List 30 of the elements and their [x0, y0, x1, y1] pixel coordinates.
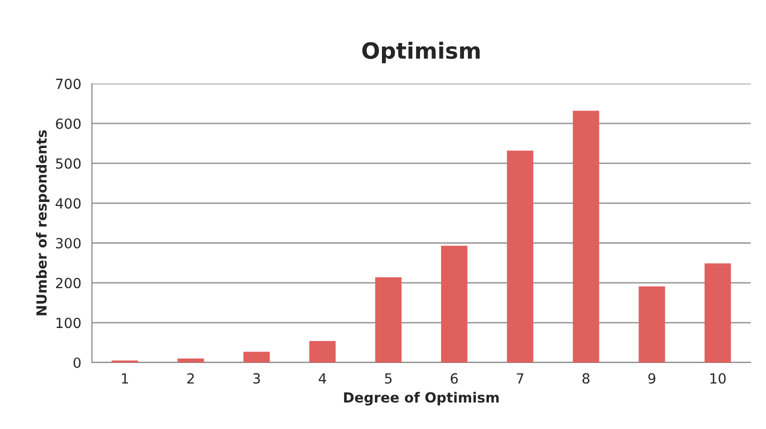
x-tick-label: 4: [318, 373, 326, 384]
y-tick-label: 600: [56, 118, 81, 129]
x-axis-title: Degree of Optimism: [344, 392, 499, 406]
y-tick-label: 300: [56, 238, 81, 248]
y-tick-label: 200: [56, 278, 81, 288]
y-tick-label: 400: [56, 198, 81, 209]
x-tick-label: 5: [385, 373, 392, 384]
y-tick-label: 0: [74, 357, 81, 368]
x-tick-label: 9: [648, 373, 656, 384]
x-tick-label: 2: [187, 373, 194, 384]
bar: [178, 358, 204, 363]
x-tick-label: 8: [582, 373, 590, 384]
y-tick-label: 100: [56, 318, 81, 328]
x-tick-label: 1: [122, 373, 128, 384]
bar: [704, 263, 731, 363]
bar: [309, 340, 336, 363]
bar: [572, 110, 600, 363]
x-tick-label: 6: [450, 373, 458, 384]
x-tick-label: 7: [516, 373, 524, 384]
bar: [243, 352, 270, 363]
x-tick-label: 3: [253, 373, 260, 384]
y-tick-label: 500: [56, 158, 81, 169]
chart-title: Optimism: [362, 42, 480, 64]
bar: [375, 277, 402, 363]
y-tick-label: 700: [56, 78, 81, 90]
y-axis-title: NUmber of respondents: [36, 130, 50, 316]
bar: [638, 286, 666, 363]
bar: [506, 150, 534, 363]
bar: [441, 246, 468, 363]
x-tick-label: 10: [710, 373, 726, 384]
